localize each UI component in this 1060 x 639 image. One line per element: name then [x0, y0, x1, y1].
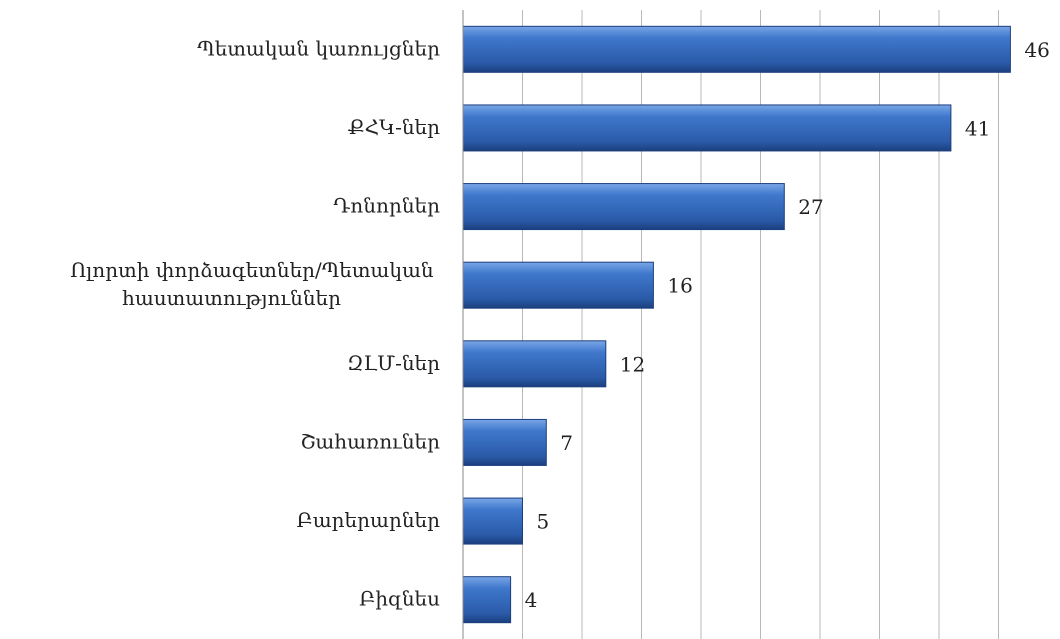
category-label: Բարերարներ — [296, 508, 440, 532]
value-label: 16 — [667, 274, 692, 298]
value-label: 41 — [965, 116, 990, 140]
category-label-line: ՔՀԿ-ներ — [348, 114, 440, 138]
category-label: Դոնորներ — [333, 193, 440, 217]
value-label: 5 — [537, 510, 550, 534]
bar — [462, 261, 654, 309]
category-label: ՔՀԿ-ներ — [348, 114, 440, 138]
category-label-line: հաստատություններ — [122, 286, 341, 310]
category-label-line: Շահառուներ — [300, 429, 440, 453]
bar — [462, 183, 785, 231]
category-label-line: Ոլորտի փորձագետներ/Պետական — [70, 258, 440, 282]
bar — [462, 340, 607, 388]
category-label-line: Պետական կառույցներ — [197, 36, 440, 60]
category-label-line: ԶԼՄ-ներ — [347, 350, 440, 374]
value-label: 4 — [525, 588, 538, 612]
bar — [462, 497, 523, 545]
category-label-line: Բարերարներ — [296, 508, 440, 532]
value-label: 12 — [620, 352, 645, 376]
value-label: 7 — [560, 431, 573, 455]
bar — [462, 418, 547, 466]
category-label: Բիզնես — [359, 586, 440, 610]
category-label-line: Դոնորներ — [333, 193, 440, 217]
value-label: 27 — [798, 195, 823, 219]
category-label: Ոլորտի փորձագետներ/Պետական հաստատություն… — [70, 258, 440, 310]
category-label: Պետական կառույցներ — [197, 36, 440, 60]
bar — [462, 104, 952, 152]
category-label-line: Բիզնես — [359, 586, 440, 610]
bar — [462, 25, 1011, 73]
category-label: Շահառուներ — [300, 429, 440, 453]
category-label: ԶԼՄ-ներ — [347, 350, 440, 374]
bar — [462, 576, 512, 624]
value-label: 46 — [1024, 38, 1049, 62]
